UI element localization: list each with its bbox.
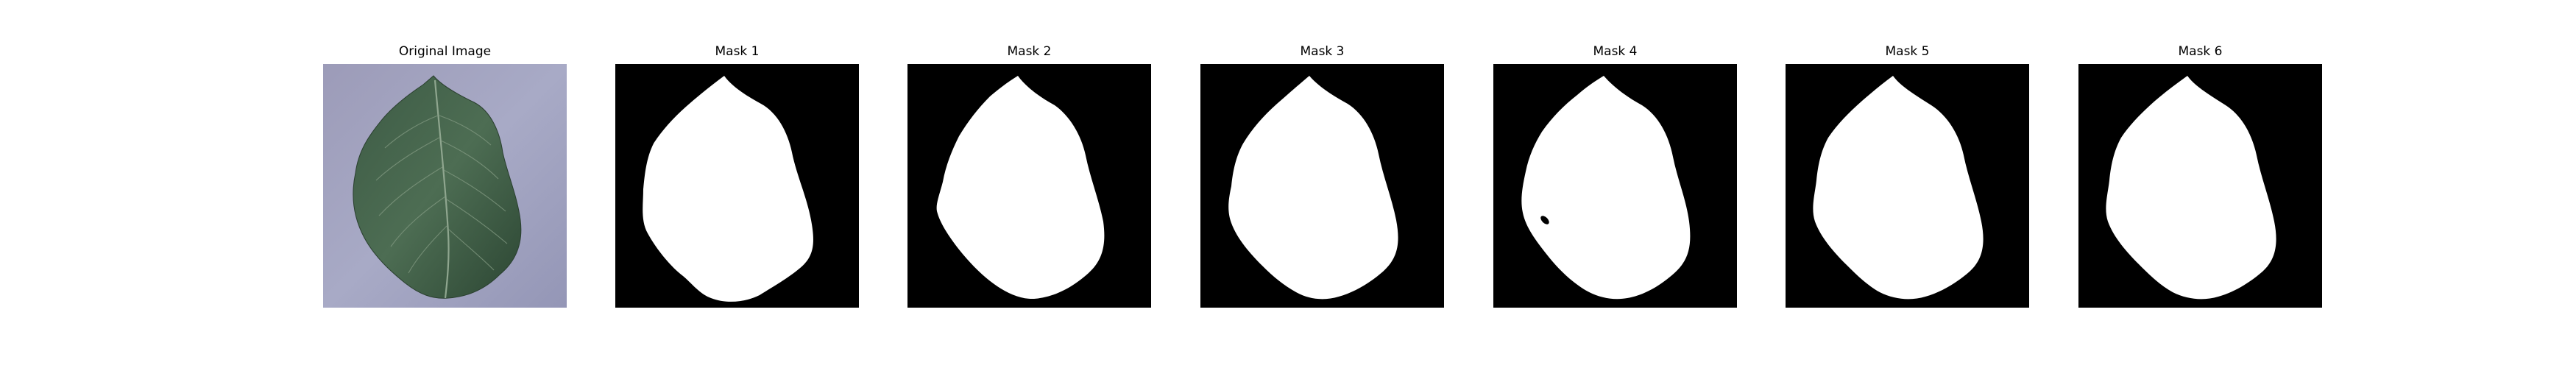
mask-6-image — [2078, 64, 2322, 308]
panel-title: Mask 4 — [1593, 44, 1638, 59]
leaf-midrib — [434, 79, 450, 299]
panel-title: Original Image — [398, 44, 492, 59]
panel-title: Mask 6 — [2178, 44, 2223, 59]
panel-mask-1: Mask 1 — [615, 44, 859, 309]
mask-4-hole — [1540, 216, 1549, 224]
mask-3-region — [1228, 76, 1398, 300]
leaf-veins — [375, 115, 508, 274]
mask-4-image — [1493, 64, 1737, 308]
mask-1-region — [643, 76, 813, 302]
mask-6-region — [2106, 76, 2276, 300]
panel-mask-5: Mask 5 — [1786, 44, 2029, 309]
panel-mask-3: Mask 3 — [1200, 44, 1444, 309]
panel-title: Mask 2 — [1007, 44, 1052, 59]
panel-mask-4: Mask 4 — [1493, 44, 1737, 309]
mask-2-image — [907, 64, 1151, 308]
mask-2-noise — [950, 138, 970, 210]
mask-4-region — [1521, 76, 1691, 300]
mask-3-image — [1200, 64, 1444, 308]
panel-title: Mask 5 — [1885, 44, 1930, 59]
panel-original-image: Original Image — [323, 44, 567, 309]
panel-mask-2: Mask 2 — [907, 44, 1151, 309]
mask-1-image — [615, 64, 859, 308]
panel-title: Mask 3 — [1300, 44, 1345, 59]
leaf-photo — [323, 64, 567, 308]
panel-mask-6: Mask 6 — [2078, 44, 2322, 309]
leaf-shape — [353, 75, 522, 299]
mask-5-region — [1813, 76, 1984, 300]
mask-5-image — [1786, 64, 2029, 308]
panel-title: Mask 1 — [715, 44, 760, 59]
mask-2-region — [936, 76, 1105, 300]
